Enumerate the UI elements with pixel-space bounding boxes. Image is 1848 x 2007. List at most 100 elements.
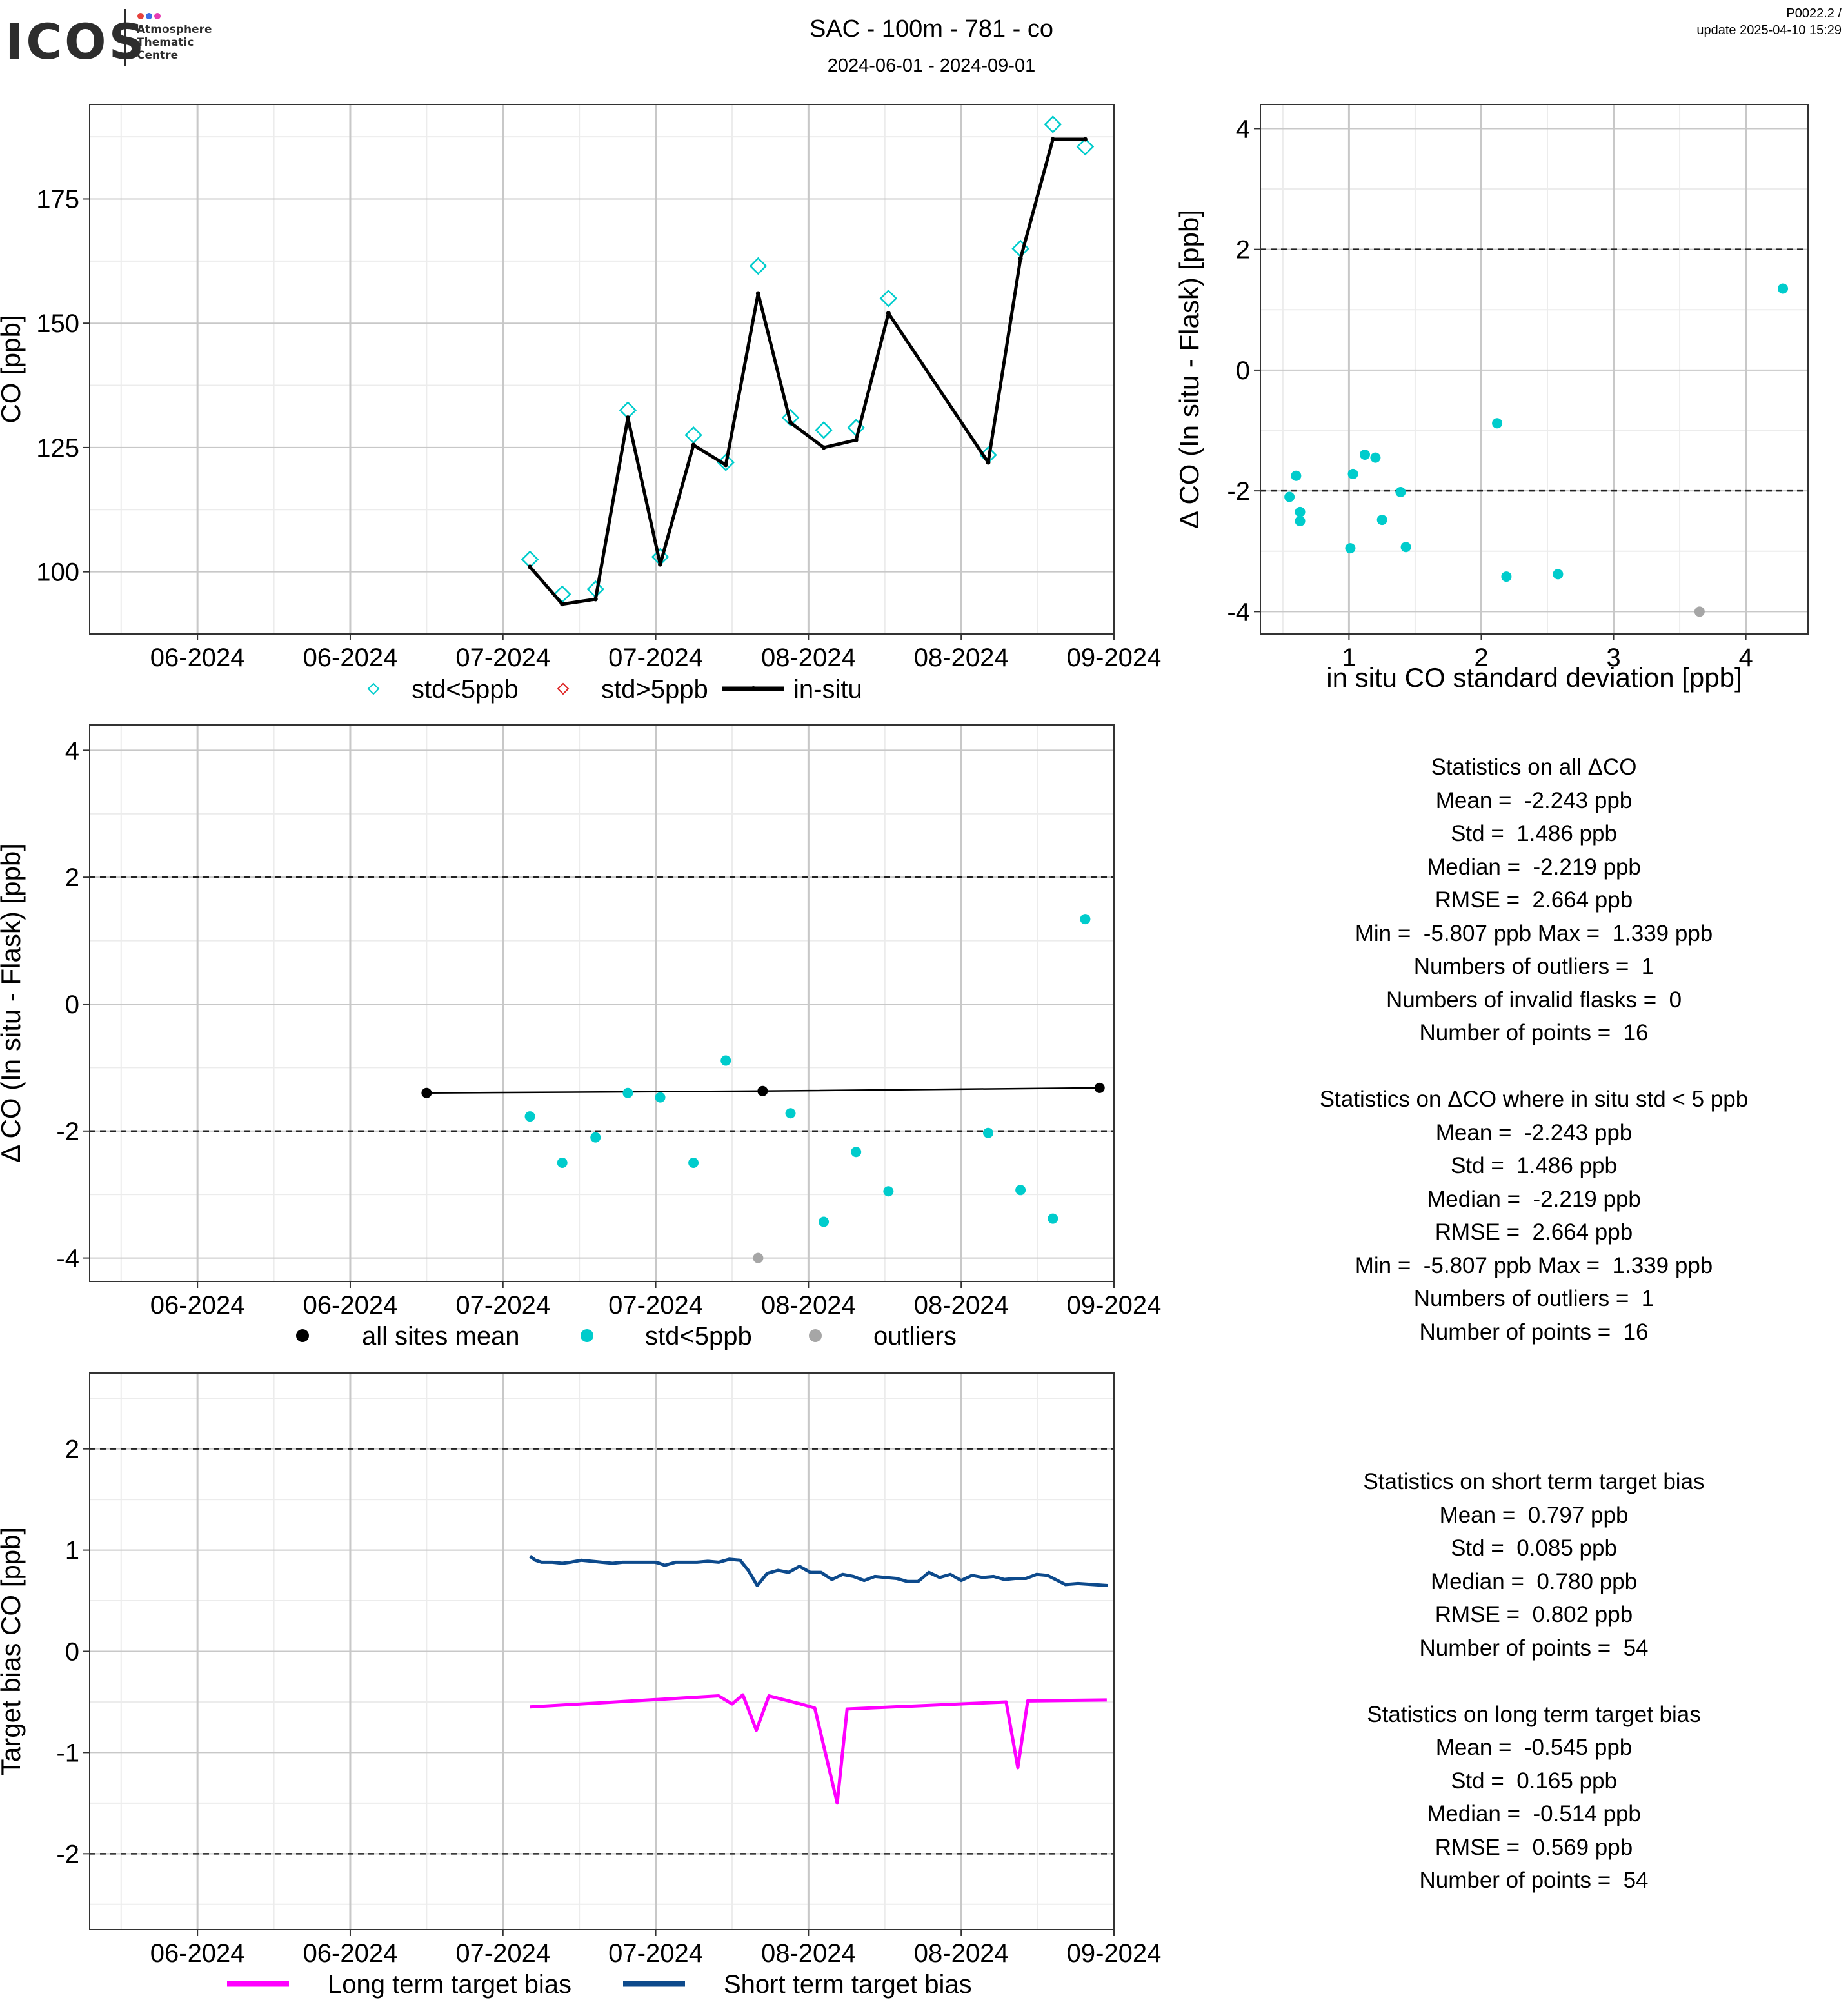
- in-situ-point: [658, 562, 663, 567]
- y-tick-label: -2: [56, 1840, 79, 1868]
- y-tick-label: -2: [1227, 477, 1250, 506]
- delta-point: [1376, 515, 1387, 526]
- outlier-point: [753, 1252, 764, 1263]
- stats-line: Min = -5.807 ppb Max = 1.339 ppb: [1355, 920, 1713, 946]
- stats-line: Numbers of outliers = 1: [1413, 1286, 1654, 1311]
- legend-label: Long term target bias: [328, 1970, 571, 1999]
- delta-point: [1778, 283, 1789, 294]
- legend-label: std>5ppb: [601, 675, 708, 704]
- logo-subtitle-line: Thematic: [137, 36, 194, 49]
- plot-frame: [89, 104, 1115, 635]
- y-tick-label: 0: [1236, 357, 1250, 385]
- in-situ-point: [560, 602, 565, 607]
- stats-line: Number of points = 16: [1419, 1319, 1649, 1345]
- delta-point: [1295, 515, 1306, 526]
- x-tick-label: 07-2024: [608, 1291, 703, 1320]
- y-axis-title: Target bias CO [ppb]: [0, 1527, 26, 1775]
- x-tick-label: 07-2024: [608, 644, 703, 672]
- x-tick-label: 09-2024: [1067, 1939, 1162, 1968]
- plot-background: [90, 725, 1114, 1281]
- stats-line: Min = -5.807 ppb Max = 1.339 ppb: [1355, 1252, 1713, 1278]
- flask-diamond: [717, 453, 735, 471]
- stats-line: Statistics on ΔCO where in situ std < 5 …: [1319, 1087, 1749, 1112]
- y-tick-label: 100: [36, 559, 79, 587]
- stats-line: Mean = -2.243 ppb: [1435, 787, 1633, 813]
- in-situ-point: [886, 311, 891, 316]
- delta-point: [1553, 569, 1564, 580]
- in-situ-point: [1050, 137, 1055, 142]
- delta-point: [1400, 542, 1411, 553]
- y-tick-label: 0: [65, 1638, 79, 1666]
- delta-point: [1347, 468, 1358, 479]
- legend-key-std-lt5: [581, 1329, 593, 1342]
- stats-line: Std = 0.085 ppb: [1451, 1536, 1617, 1561]
- legend-label: outliers: [873, 1322, 957, 1350]
- stats-line: Number of points = 54: [1419, 1635, 1649, 1661]
- x-tick-label: 3: [1606, 644, 1620, 672]
- logo-subtitle: Atmosphere Thematic Centre: [137, 23, 212, 62]
- logo-text: ICOS: [5, 13, 147, 70]
- stats-line: Std = 1.486 ppb: [1451, 1153, 1617, 1178]
- x-tick-label: 08-2024: [914, 1939, 1009, 1968]
- stats-line: Std = 1.486 ppb: [1451, 821, 1617, 846]
- page-title: SAC - 100m - 781 - co: [809, 15, 1054, 43]
- chart-delta_timeseries: 06-2024 06-2024 07-2024 07-2024 08-2024 08-20…: [0, 724, 1162, 1320]
- all-sites-mean-point: [757, 1085, 768, 1096]
- stats-line: Statistics on short term target bias: [1363, 1469, 1705, 1494]
- x-tick-label: 06-2024: [303, 1291, 398, 1320]
- y-tick-label: 0: [65, 991, 79, 1019]
- header: ICOS Atmosphere Thematic Centre SAC - 10…: [0, 0, 1848, 90]
- delta-point: [590, 1132, 601, 1143]
- x-tick-label: 06-2024: [150, 1939, 245, 1968]
- stats-line: Statistics on long term target bias: [1367, 1701, 1701, 1727]
- flask-diamond: [815, 421, 833, 439]
- chart-target_bias: 06-2024 06-2024 07-2024 07-2024 08-2024 08-20…: [0, 1372, 1162, 1968]
- delta-point: [1360, 449, 1371, 460]
- stats-line: Median = -2.219 ppb: [1427, 854, 1641, 880]
- stats-line: Numbers of outliers = 1: [1413, 954, 1654, 979]
- stats-line: RMSE = 0.569 ppb: [1435, 1834, 1633, 1860]
- page-subtitle: 2024-06-01 - 2024-09-01: [827, 55, 1036, 76]
- in-situ-point: [755, 291, 760, 296]
- x-tick-label: 07-2024: [455, 1291, 550, 1320]
- y-tick-label: 4: [65, 737, 79, 765]
- logo-subtitle-line: Centre: [137, 49, 179, 62]
- legend-target: Long term target bias Short term target b…: [227, 1970, 972, 1999]
- delta-point: [1284, 491, 1295, 502]
- in-situ-line: [528, 137, 1086, 606]
- version-label: P0022.2 /: [1786, 6, 1842, 21]
- legend-label: std<5ppb: [412, 675, 519, 704]
- in-situ-point: [625, 415, 630, 420]
- x-tick-label: 08-2024: [914, 1291, 1009, 1320]
- y-tick-label: 4: [1236, 115, 1250, 143]
- flask-diamond: [1076, 137, 1095, 156]
- stats-line: RMSE = 0.802 ppb: [1435, 1602, 1633, 1627]
- legend-key-all-sites-mean: [296, 1329, 309, 1342]
- stats-line: RMSE = 2.664 ppb: [1435, 887, 1633, 913]
- delta-point: [1048, 1213, 1058, 1224]
- flask-diamond: [781, 408, 800, 427]
- stats-line: RMSE = 2.664 ppb: [1435, 1220, 1633, 1245]
- chart-scatter_std: 1 2 3 4 -4 -2 0 2 4 Δ CO (In situ - Flask) [ppb] i…: [1174, 104, 1809, 693]
- x-tick-label: 06-2024: [150, 1291, 245, 1320]
- x-axis-title: in situ CO standard deviation [ppb]: [1326, 662, 1742, 693]
- logo-dots-icon: [137, 12, 163, 23]
- all-sites-mean-point: [421, 1087, 432, 1098]
- x-tick-label: 08-2024: [761, 1939, 856, 1968]
- in-situ-point: [986, 460, 991, 465]
- legend-key-in-situ-dot: [751, 686, 756, 691]
- x-tick-label: 4: [1738, 644, 1753, 672]
- x-tick-label: 09-2024: [1067, 1291, 1162, 1320]
- stats-delta-co: Statistics on all ΔCO Mean = -2.243 ppb St…: [1244, 751, 1824, 1349]
- y-tick-label: 2: [65, 864, 79, 892]
- in-situ-point: [1082, 137, 1088, 142]
- delta-point: [1395, 487, 1406, 498]
- chart-timeseries: 06-2024 06-2024 07-2024 07-2024 08-2024 08-20…: [0, 104, 1161, 672]
- in-situ-point: [821, 445, 826, 450]
- in-situ-point: [853, 437, 859, 442]
- x-tick-label: 1: [1342, 644, 1356, 672]
- stats-line: Median = -2.219 ppb: [1427, 1186, 1641, 1212]
- x-tick-label: 07-2024: [608, 1939, 703, 1968]
- update-label: update 2025-04-10 15:29: [1696, 23, 1842, 37]
- x-tick-label: 09-2024: [1067, 644, 1162, 672]
